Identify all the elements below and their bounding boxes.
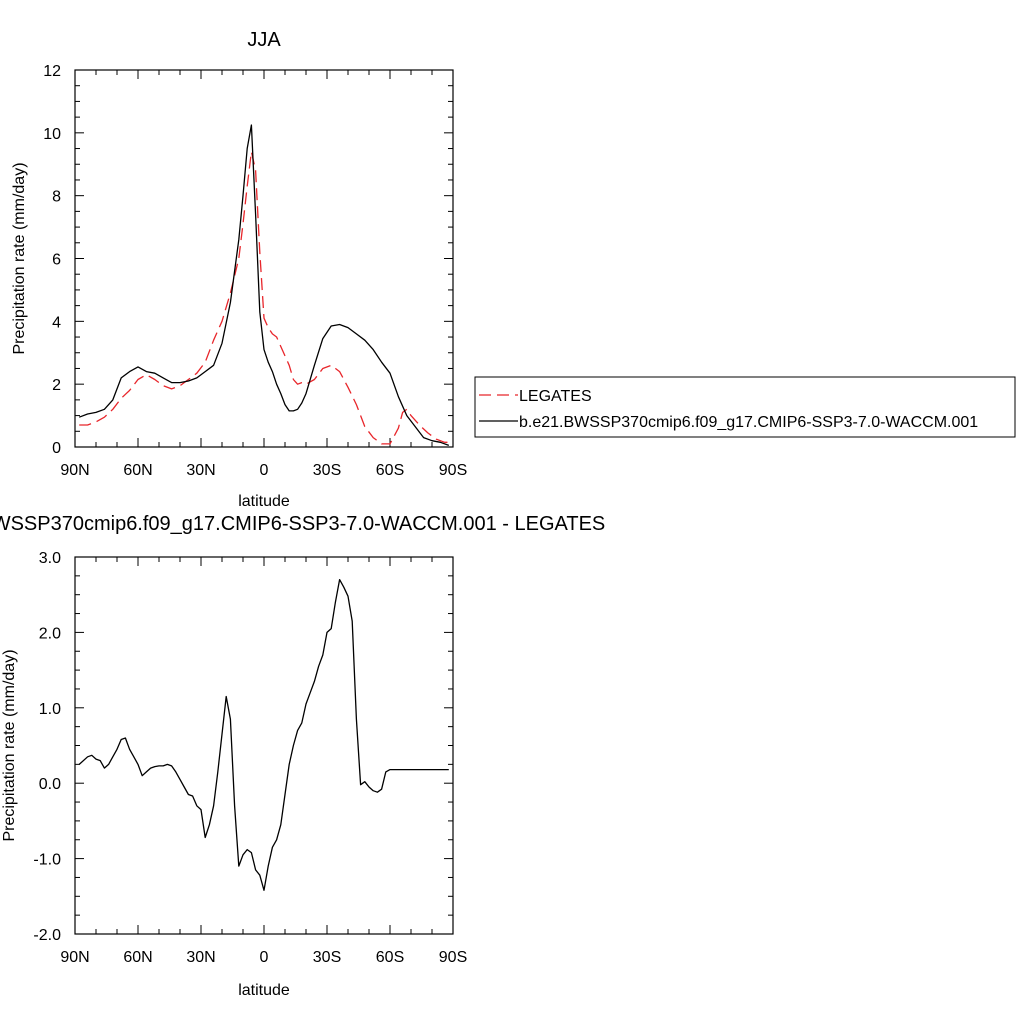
x-tick-label: 30S	[313, 462, 341, 479]
top-plot-title: JJA	[247, 29, 281, 51]
x-tick-label: 30S	[313, 949, 341, 966]
x-tick-label: 60N	[123, 949, 152, 966]
x-tick-label: 0	[260, 949, 269, 966]
y-tick-label: 0	[52, 440, 61, 457]
y-tick-label: 6	[52, 252, 61, 269]
y-tick-label: -2.0	[33, 927, 61, 944]
top-plot-frame	[74, 69, 454, 448]
legend: LEGATES b.e21.BWSSP370cmip6.f09_g17.CMIP…	[474, 376, 1016, 438]
bottom-plot-frame	[74, 556, 454, 935]
top-y-axis-title: Precipitation rate (mm/day)	[11, 162, 28, 354]
y-tick-label: 1.0	[39, 701, 61, 718]
difference-line	[78, 578, 449, 891]
x-tick-label: 90N	[60, 949, 89, 966]
top-axis-ticks: 90N 60N 30N 0 30S 60S 90S 0 2 4 6 8 10 12	[43, 63, 467, 479]
x-tick-label: 30N	[186, 462, 215, 479]
precipitation-jja-panel: JJA Precipitation rate (mm/day) latitude…	[11, 29, 467, 510]
y-tick-label: 2.0	[39, 625, 61, 642]
x-tick-label: 60S	[376, 949, 404, 966]
top-x-axis-title: latitude	[238, 493, 290, 510]
difference-panel: b.e21.BWSSP370cmip6.f09_g17.CMIP6-SSP3-7…	[0, 513, 605, 999]
bottom-y-axis-title: Precipitation rate (mm/day)	[1, 649, 18, 841]
legend-label-legates: LEGATES	[519, 388, 592, 405]
series-line-model	[78, 124, 450, 447]
y-tick-label: 4	[52, 314, 61, 331]
y-tick-label: 10	[43, 126, 61, 143]
y-tick-label: 12	[43, 63, 61, 80]
legend-box	[474, 376, 1016, 438]
y-tick-label: -1.0	[33, 852, 61, 869]
bottom-x-axis-title: latitude	[238, 982, 290, 999]
y-tick-label: 2	[52, 377, 61, 394]
x-tick-label: 30N	[186, 949, 215, 966]
bottom-axis-ticks: 90N 60N 30N 0 30S 60S 90S -2.0 -1.0 0.0 1.0 2.0 3.0	[33, 550, 467, 966]
x-tick-label: 90S	[439, 462, 467, 479]
bottom-series-lines	[78, 578, 449, 891]
top-series-lines	[78, 124, 450, 447]
y-tick-label: 8	[52, 189, 61, 206]
bottom-plot-title: b.e21.BWSSP370cmip6.f09_g17.CMIP6-SSP3-7…	[0, 513, 605, 535]
legend-label-model: b.e21.BWSSP370cmip6.f09_g17.CMIP6-SSP3-7…	[519, 414, 978, 431]
x-tick-label: 90N	[60, 462, 89, 479]
x-tick-label: 60S	[376, 462, 404, 479]
x-tick-label: 60N	[123, 462, 152, 479]
y-tick-label: 3.0	[39, 550, 61, 567]
y-tick-label: 0.0	[39, 776, 61, 793]
x-tick-label: 0	[260, 462, 269, 479]
x-tick-label: 90S	[439, 949, 467, 966]
series-line-legates	[79, 151, 449, 445]
